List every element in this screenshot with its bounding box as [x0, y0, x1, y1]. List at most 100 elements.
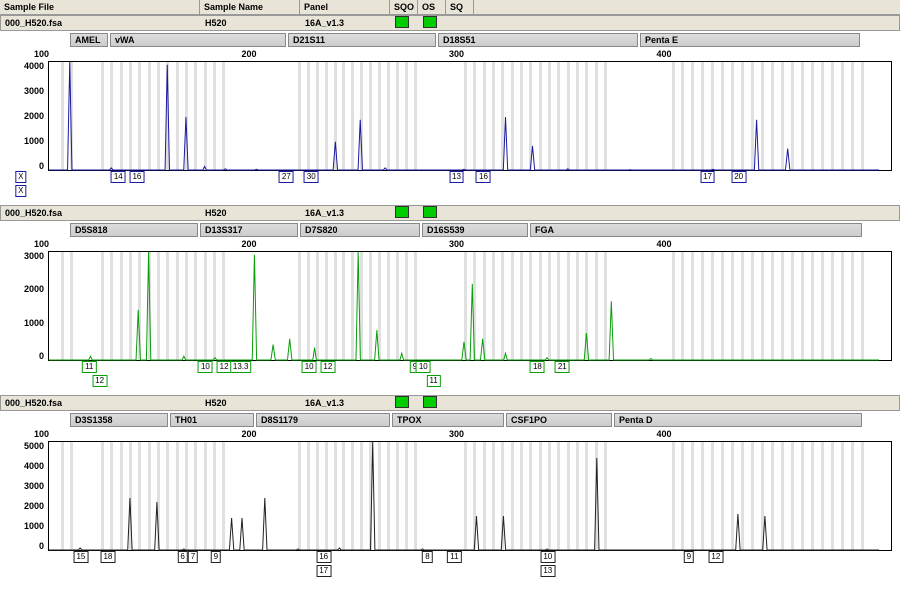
sqo-status	[391, 395, 419, 411]
allele-call-row: 11101213.310129101821	[0, 361, 900, 375]
y-tick-label: 1000	[24, 521, 44, 531]
sqo-indicator	[395, 16, 409, 28]
allele-call[interactable]: 11	[82, 361, 96, 373]
x-tick-label: 200	[241, 49, 256, 59]
y-tick-label: 3000	[24, 86, 44, 96]
column-header: Panel	[300, 0, 390, 14]
allele-call-row: 1713	[0, 565, 900, 579]
y-tick-label: 1000	[24, 136, 44, 146]
sqo-indicator	[395, 396, 409, 408]
peak-trace	[49, 442, 879, 550]
sample-name: H520	[201, 397, 301, 409]
y-tick-label: 5000	[24, 441, 44, 451]
allele-call[interactable]: 9	[684, 551, 694, 563]
allele-call[interactable]: 10	[416, 361, 431, 373]
locus-label: TH01	[170, 413, 254, 427]
y-tick-label: 2000	[24, 501, 44, 511]
allele-call[interactable]: 11	[427, 375, 441, 387]
allele-call[interactable]: 12	[92, 375, 107, 387]
allele-call[interactable]: 10	[540, 551, 555, 563]
trace-svg	[49, 252, 879, 362]
os-status	[419, 395, 447, 411]
locus-label: D13S317	[200, 223, 298, 237]
allele-call[interactable]: 17	[316, 565, 331, 577]
electropherogram-panel: 000_H520.fsaH52016A_v1.3 D5S818D13S317D7S…	[0, 205, 900, 389]
x-tick-label: 300	[449, 239, 464, 249]
locus-label: D3S1358	[70, 413, 168, 427]
allele-call[interactable]: 11	[447, 551, 461, 563]
y-tick-label: 2000	[24, 284, 44, 294]
allele-call[interactable]: 13	[540, 565, 555, 577]
sample-name: H520	[201, 207, 301, 219]
panel-name: 16A_v1.3	[301, 17, 391, 29]
allele-call[interactable]: X	[15, 171, 26, 183]
allele-call[interactable]: 14	[111, 171, 126, 183]
os-indicator	[423, 396, 437, 408]
locus-label: D21S11	[288, 33, 436, 47]
locus-label: D8S1179	[256, 413, 390, 427]
locus-label: Penta D	[614, 413, 862, 427]
allele-call[interactable]: 7	[188, 551, 198, 563]
x-tick-label: 100	[34, 429, 49, 439]
locus-label: FGA	[530, 223, 862, 237]
sample-file: 000_H520.fsa	[1, 207, 201, 219]
os-indicator	[423, 16, 437, 28]
allele-call[interactable]: 8	[422, 551, 432, 563]
allele-call[interactable]: 10	[302, 361, 317, 373]
locus-label: D18S51	[438, 33, 638, 47]
allele-call[interactable]: 10	[198, 361, 213, 373]
sqo-status	[391, 205, 419, 221]
peak-trace	[49, 62, 879, 170]
sample-info-row: 000_H520.fsaH52016A_v1.3	[0, 15, 900, 31]
y-tick-label: 4000	[24, 61, 44, 71]
electropherogram-plot[interactable]	[48, 441, 892, 551]
y-tick-label: 0	[39, 351, 44, 361]
allele-call[interactable]: 16	[129, 171, 144, 183]
allele-call[interactable]: 12	[708, 551, 723, 563]
chart-area: 40003000200010000	[0, 61, 900, 171]
x-tick-label: 200	[241, 239, 256, 249]
allele-call[interactable]: 30	[304, 171, 319, 183]
locus-label: D16S539	[422, 223, 528, 237]
electropherogram-panel: 000_H520.fsaH52016A_v1.3D3S1358TH01D8S11…	[0, 395, 900, 579]
column-header: OS	[418, 0, 446, 14]
allele-call[interactable]: 13.3	[230, 361, 252, 373]
x-axis-labels: 100200300400	[0, 429, 900, 441]
panel-name: 16A_v1.3	[301, 207, 391, 219]
allele-call[interactable]: X	[15, 185, 26, 197]
locus-label: D5S818	[70, 223, 198, 237]
panel-name: 16A_v1.3	[301, 397, 391, 409]
allele-call-row: 12 11	[0, 375, 900, 389]
sq-cell	[447, 22, 899, 24]
chart-area: 500040003000200010000	[0, 441, 900, 551]
electropherogram-plot[interactable]	[48, 61, 892, 171]
allele-call[interactable]: 13	[449, 171, 464, 183]
locus-bar: AMELvWAD21S11D18S51Penta E	[0, 31, 900, 49]
x-axis-labels: 100200300400	[0, 239, 900, 251]
allele-call[interactable]: 21	[555, 361, 570, 373]
locus-bar: D3S1358TH01D8S1179TPOXCSF1POPenta D	[0, 411, 900, 429]
allele-call[interactable]: 9	[211, 551, 221, 563]
os-status	[419, 15, 447, 31]
allele-call[interactable]: 17	[700, 171, 715, 183]
allele-call[interactable]: 18	[100, 551, 115, 563]
allele-call[interactable]: 27	[279, 171, 294, 183]
allele-call[interactable]: 16	[476, 171, 491, 183]
allele-call[interactable]: 15	[73, 551, 88, 563]
y-tick-label: 0	[39, 161, 44, 171]
allele-call[interactable]: 12	[320, 361, 335, 373]
x-tick-label: 400	[656, 49, 671, 59]
allele-call[interactable]: 18	[530, 361, 545, 373]
allele-call[interactable]: 20	[731, 171, 746, 183]
column-header-row: Sample FileSample NamePanelSQOOSSQ	[0, 0, 900, 15]
allele-call-row: X	[0, 185, 900, 199]
locus-label: D7S820	[300, 223, 420, 237]
allele-call[interactable]: 16	[316, 551, 331, 563]
allele-call[interactable]: 6	[177, 551, 187, 563]
sample-info-row: 000_H520.fsaH52016A_v1.3	[0, 205, 900, 221]
y-tick-label: 0	[39, 541, 44, 551]
allele-call-row: 15 18 67 9 16 8 11 10 9 12	[0, 551, 900, 565]
locus-label: TPOX	[392, 413, 504, 427]
y-axis: 3000200010000	[8, 251, 48, 361]
electropherogram-plot[interactable]	[48, 251, 892, 361]
